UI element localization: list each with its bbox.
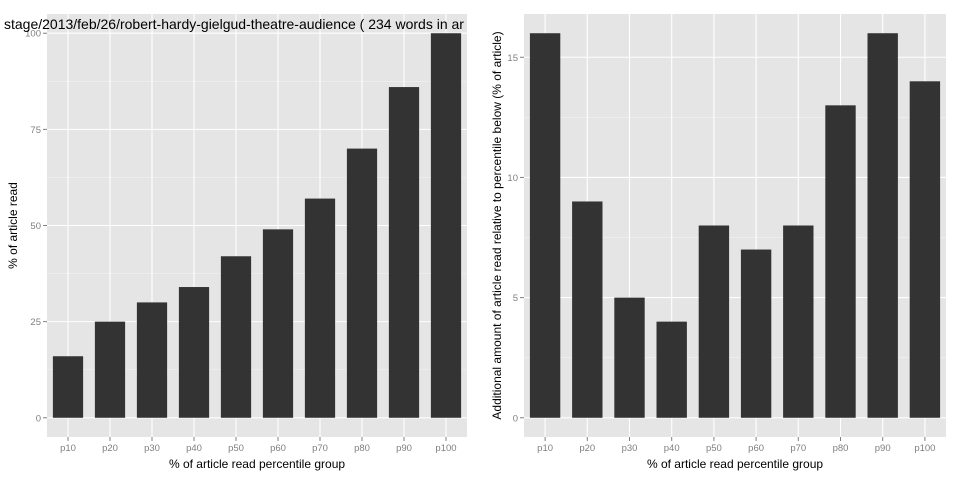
x-tick-label: p20 [102,443,118,454]
x-tick-label: p60 [748,443,764,454]
bar-p10 [52,356,84,418]
x-tick-label: p10 [60,443,76,454]
y-tick-label: 25 [30,317,41,328]
bar-p60 [740,249,772,418]
x-tick-label: p80 [833,443,849,454]
x-axis-title: % of article read percentile group [169,457,345,471]
bar-p90 [388,87,420,418]
bar-p30 [614,297,645,418]
bar-p100 [430,33,462,418]
x-tick-label: p70 [790,443,806,454]
x-tick-label: p30 [144,443,160,454]
bar-p60 [262,229,294,418]
y-axis-title: Additional amount of article read relati… [490,31,504,419]
x-tick-label: p90 [396,443,412,454]
bar-p40 [656,321,687,418]
x-tick-label: p100 [435,443,456,454]
y-tick-label: 0 [513,413,518,424]
bar-p20 [572,201,603,418]
bar-p70 [304,198,336,418]
x-tick-label: p40 [664,443,680,454]
plot-title: stage/2013/feb/26/robert-hardy-gielgud-t… [4,16,464,32]
bar-p40 [178,287,210,418]
bar-p100 [909,81,941,418]
bar-p70 [783,225,814,418]
x-tick-label: p10 [537,443,553,454]
chart-panel-1: 0 25 50 75 100 p10 p20 p30 p40 p50 p60 p70 p80 p90 p10… [6,14,467,471]
bar-p80 [825,105,856,418]
x-tick-label: p60 [270,443,286,454]
x-tick-label: p30 [622,443,638,454]
y-axis-title: % of article read [6,182,20,269]
bar-p10 [529,33,561,418]
bar-p50 [220,256,252,418]
y-tick-label: 50 [30,221,41,232]
x-tick-label: p50 [228,443,244,454]
y-tick-label: 5 [513,293,518,304]
x-tick-label: p70 [312,443,328,454]
y-tick-label: 100 [25,29,41,40]
y-tick-label: 10 [507,173,518,184]
x-axis-title: % of article read percentile group [647,457,823,471]
bar-p80 [346,148,378,418]
x-tick-label: p90 [875,443,891,454]
x-tick-label: p40 [186,443,202,454]
x-tick-label: p100 [914,443,935,454]
bar-p50 [698,225,730,418]
bar-p20 [94,321,126,418]
y-tick-label: 0 [36,413,41,424]
x-tick-label: p50 [706,443,722,454]
chart-panel-2: 0 5 10 15 p10 p20 p30 p40 p50 p60 p70 p80 p90 p100 % o… [490,14,946,471]
bar-p90 [867,33,898,418]
x-tick-label: p20 [579,443,595,454]
y-tick-label: 15 [507,53,518,64]
bar-p30 [136,302,168,418]
x-tick-label: p80 [354,443,370,454]
y-tick-label: 75 [30,125,41,136]
